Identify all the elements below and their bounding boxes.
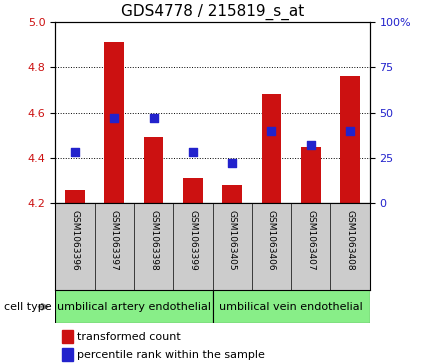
Bar (222, 185, 242, 203)
Text: GSM1063408: GSM1063408 (346, 210, 354, 271)
Bar (183, 178, 203, 203)
Text: transformed count: transformed count (77, 331, 181, 342)
Point (190, 150, 196, 155)
Bar (262, 94, 281, 203)
Text: GSM1063398: GSM1063398 (149, 210, 158, 271)
Bar (65, 190, 85, 203)
Bar (212, 290, 370, 323)
Text: GSM1063397: GSM1063397 (110, 210, 119, 271)
Text: umbilical vein endothelial: umbilical vein endothelial (219, 302, 363, 312)
Bar (105, 42, 124, 203)
Point (307, 142, 314, 148)
Text: GSM1063405: GSM1063405 (228, 210, 237, 271)
Point (347, 128, 354, 134)
Point (150, 115, 157, 121)
Bar (62, 348, 73, 361)
Text: GSM1063399: GSM1063399 (188, 210, 197, 271)
Point (71, 150, 78, 155)
Text: cell type: cell type (4, 302, 52, 312)
Bar (301, 147, 320, 203)
Bar (62, 330, 73, 343)
Text: GSM1063396: GSM1063396 (71, 210, 79, 271)
Point (111, 115, 118, 121)
Text: umbilical artery endothelial: umbilical artery endothelial (57, 302, 211, 312)
Point (268, 128, 275, 134)
Bar (144, 138, 163, 203)
Title: GDS4778 / 215819_s_at: GDS4778 / 215819_s_at (121, 4, 304, 20)
Bar (340, 76, 360, 203)
Point (229, 160, 235, 166)
Text: GSM1063407: GSM1063407 (306, 210, 315, 271)
Text: percentile rank within the sample: percentile rank within the sample (77, 350, 265, 360)
Text: GSM1063406: GSM1063406 (267, 210, 276, 271)
Bar (55, 290, 212, 323)
